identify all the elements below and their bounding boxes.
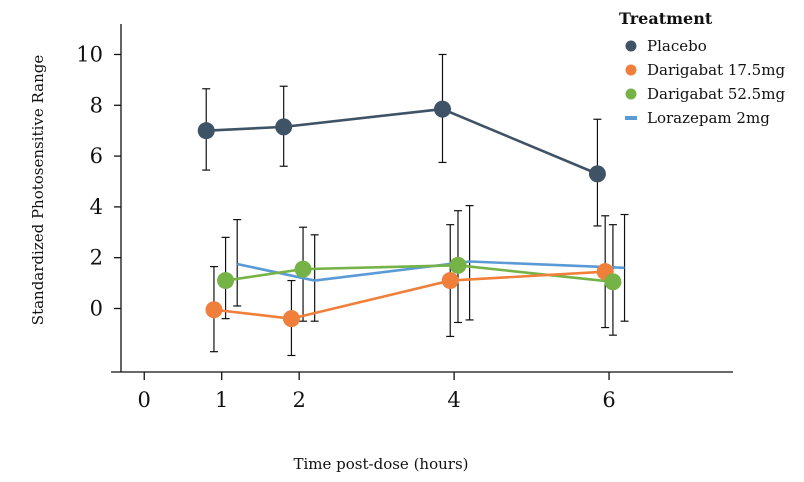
y-tick-label: 2 bbox=[90, 246, 103, 270]
y-axis-title: Standardized Photosensitive Range bbox=[29, 55, 47, 326]
data-point-placebo bbox=[275, 118, 293, 136]
series-line-darigabat-17-5mg bbox=[213, 270, 606, 320]
series-line-darigabat-52-5mg bbox=[225, 264, 614, 284]
y-tick-label: 6 bbox=[90, 144, 103, 168]
data-point-darigabat-52-5mg bbox=[604, 273, 622, 291]
data-point-darigabat-52-5mg bbox=[294, 260, 312, 278]
data-point-darigabat-17-5mg bbox=[441, 272, 459, 290]
legend-label-lorazepam-2mg: Lorazepam 2mg bbox=[647, 109, 770, 127]
legend-items: Placebo Darigabat 17.5mg Darigabat 52.5mg L… bbox=[625, 37, 785, 127]
ticks: 0 2 4 6 8 10 0 1 2 4 6 bbox=[76, 42, 615, 412]
errorbars-placebo bbox=[202, 53, 602, 227]
legend-title: Treatment bbox=[619, 9, 713, 28]
legend-swatch-darigabat-52-5mg bbox=[625, 88, 637, 100]
y-tick-label: 4 bbox=[90, 195, 103, 219]
x-tick-label: 1 bbox=[215, 388, 228, 412]
data-point-placebo bbox=[197, 122, 215, 140]
y-tick-label: 0 bbox=[90, 296, 103, 320]
x-tick-label: 4 bbox=[447, 388, 460, 412]
legend-label-darigabat-17-5mg: Darigabat 17.5mg bbox=[647, 61, 785, 79]
y-tick-label: 10 bbox=[76, 42, 103, 66]
y-tick-label: 8 bbox=[90, 93, 103, 117]
x-tick-label: 2 bbox=[292, 388, 305, 412]
data-point-darigabat-52-5mg bbox=[449, 256, 467, 274]
legend-swatch-darigabat-17-5mg bbox=[625, 64, 637, 76]
x-tick-label: 0 bbox=[138, 388, 151, 412]
data-point-darigabat-17-5mg bbox=[205, 301, 223, 319]
errorbars-lorazepam-2mg bbox=[233, 205, 629, 322]
data-point-placebo bbox=[433, 100, 451, 118]
legend-swatch-lorazepam-2mg bbox=[625, 116, 637, 120]
legend: Treatment Placebo Darigabat 17.5mg Darigab… bbox=[619, 9, 785, 127]
data-point-placebo bbox=[588, 165, 606, 183]
data-point-darigabat-52-5mg bbox=[217, 272, 235, 290]
series bbox=[197, 53, 629, 357]
x-tick-label: 6 bbox=[602, 388, 615, 412]
legend-label-placebo: Placebo bbox=[647, 37, 707, 55]
legend-label-darigabat-52-5mg: Darigabat 52.5mg bbox=[647, 85, 785, 103]
axes bbox=[111, 24, 733, 373]
errorbars-darigabat-17-5mg bbox=[209, 215, 610, 357]
legend-swatch-placebo bbox=[625, 40, 637, 52]
x-axis-title: Time post-dose (hours) bbox=[294, 455, 469, 473]
series-line-placebo bbox=[206, 107, 598, 176]
data-point-darigabat-17-5mg bbox=[282, 310, 300, 328]
